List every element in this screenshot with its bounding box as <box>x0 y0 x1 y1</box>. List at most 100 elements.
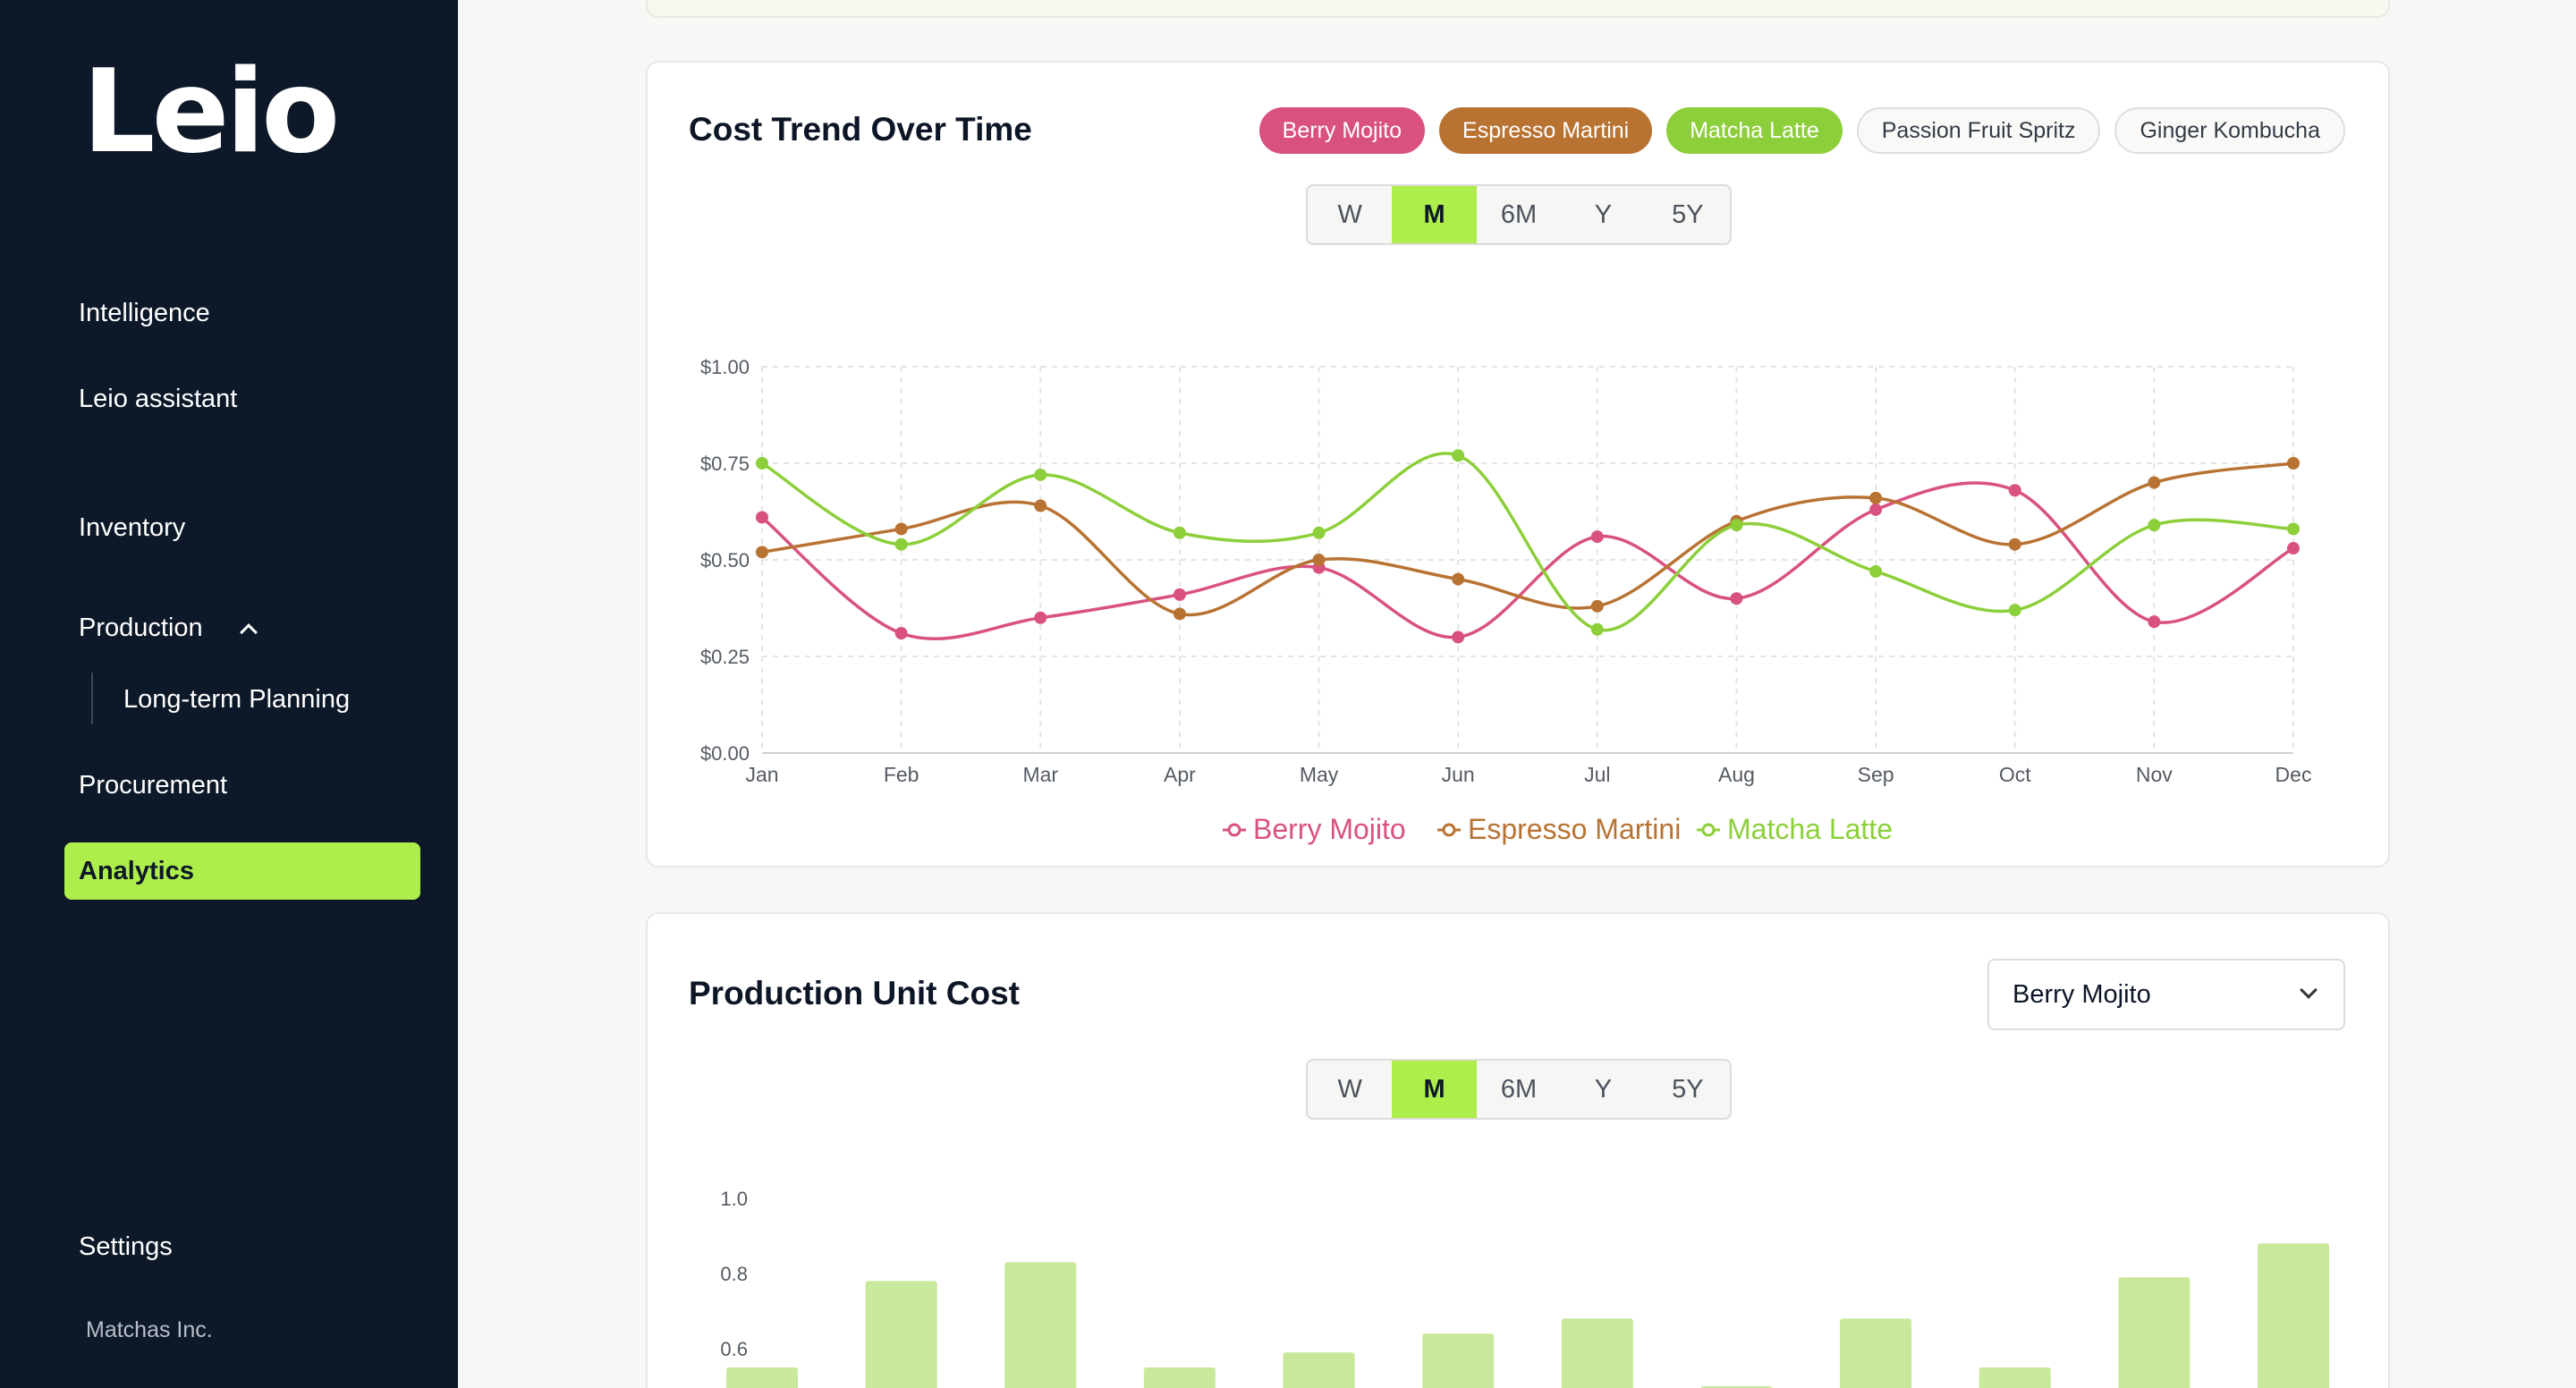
y-tick-label: $1.00 <box>700 356 750 378</box>
company-name: Matchas Inc. <box>86 1317 213 1342</box>
product-select-value: Berry Mojito <box>2012 980 2151 1009</box>
sidebar-item-analytics[interactable]: Analytics <box>64 842 420 900</box>
legend-label: Matcha Latte <box>1727 813 1893 845</box>
sidebar: Leio Intelligence Leio assistant Invento… <box>0 0 458 1388</box>
series-line <box>761 461 2294 617</box>
range-6m[interactable]: 6M <box>1500 200 1538 229</box>
previous-card-edge <box>646 0 2390 18</box>
time-range-selector: W M 6M Y 5Y <box>1306 1059 1732 1120</box>
data-point <box>1034 611 1047 624</box>
leio-logo[interactable]: Leio <box>82 46 340 179</box>
range-y[interactable]: Y <box>1594 200 1613 229</box>
legend-swatch-dot <box>1227 823 1241 837</box>
x-tick-label: Nov <box>2136 763 2173 786</box>
data-point <box>2287 457 2300 470</box>
bar <box>1422 1333 1495 1388</box>
data-point <box>1452 572 1465 586</box>
x-tick-label: Sep <box>1858 763 1894 786</box>
sidebar-item-inventory[interactable]: Inventory <box>79 513 186 542</box>
data-point <box>894 537 908 551</box>
legend-label: Berry Mojito <box>1253 813 1406 845</box>
time-range-selector: W M 6M Y 5Y <box>1306 184 1732 245</box>
sidebar-item-production[interactable]: Production <box>79 610 258 646</box>
data-point <box>1034 468 1047 481</box>
bar <box>1840 1318 1912 1388</box>
pill-matcha-latte[interactable]: Matcha Latte <box>1666 107 1843 154</box>
pill-passion-fruit-spritz[interactable]: Passion Fruit Spritz <box>1856 107 2101 154</box>
bar <box>1283 1352 1355 1388</box>
data-point <box>2287 522 2300 536</box>
data-point <box>1312 526 1326 539</box>
y-tick-label: 0.8 <box>720 1263 748 1285</box>
data-point <box>1869 564 1883 578</box>
pill-berry-mojito[interactable]: Berry Mojito <box>1258 107 1426 154</box>
series-filter-pills: Berry Mojito Espresso Martini Matcha Lat… <box>1258 107 2345 154</box>
data-point <box>1173 526 1186 539</box>
range-y[interactable]: Y <box>1594 1075 1613 1104</box>
data-point <box>1312 554 1326 566</box>
unit-cost-card: Production Unit Cost Berry Mojito W M 6M… <box>646 912 2390 1388</box>
y-tick-label: $0.50 <box>700 549 750 571</box>
bar <box>2258 1243 2329 1388</box>
product-select[interactable]: Berry Mojito <box>1987 959 2345 1030</box>
bar <box>1143 1367 1216 1388</box>
range-w[interactable]: W <box>1337 200 1362 229</box>
x-tick-label: Apr <box>1164 763 1196 786</box>
legend-swatch-dot <box>1701 823 1716 837</box>
data-point <box>756 457 768 470</box>
data-point <box>1173 588 1186 601</box>
x-tick-label: Mar <box>1022 763 1058 786</box>
unit-cost-bar-chart: 1.0 0.8 0.6 <box>720 1188 2329 1388</box>
sidebar-item-intelligence[interactable]: Intelligence <box>79 299 210 327</box>
data-point <box>2148 476 2161 489</box>
data-point <box>1869 491 1883 504</box>
data-point <box>2148 519 2161 532</box>
legend-item: Berry Mojito <box>1223 813 1406 845</box>
x-tick-label: Aug <box>1718 763 1755 786</box>
pill-ginger-kombucha[interactable]: Ginger Kombucha <box>2114 107 2345 154</box>
data-point <box>1452 631 1465 644</box>
y-tick-label: $0.75 <box>700 453 750 475</box>
submenu-divider <box>91 673 93 724</box>
sidebar-item-leio-assistant[interactable]: Leio assistant <box>79 385 238 413</box>
cost-trend-line-chart: $0.00 $0.25 $0.50 $0.75 $1.00 Jan Feb Mar Apr May… <box>700 356 2312 845</box>
unit-cost-title: Production Unit Cost <box>689 975 1020 1011</box>
bar <box>1979 1367 2051 1388</box>
range-m[interactable]: M <box>1392 1061 1477 1118</box>
range-m[interactable]: M <box>1392 186 1477 243</box>
y-tick-label: 1.0 <box>720 1188 748 1210</box>
series-line <box>761 452 2294 632</box>
y-tick-label: $0.25 <box>700 646 750 668</box>
x-tick-label: Dec <box>2275 763 2312 786</box>
x-tick-label: Jul <box>1584 763 1610 786</box>
chevron-up-icon[interactable] <box>239 623 258 641</box>
bar <box>726 1367 798 1388</box>
data-point <box>1730 519 1743 532</box>
data-point <box>1590 622 1604 636</box>
data-point <box>1869 503 1883 516</box>
cost-trend-card: Cost Trend Over Time Berry Mojito Espres… <box>646 61 2390 868</box>
data-point <box>1452 449 1465 462</box>
data-point <box>2287 542 2300 555</box>
legend-item: Espresso Martini <box>1437 813 1681 845</box>
data-point <box>1730 592 1743 605</box>
range-5y[interactable]: 5Y <box>1672 1075 1704 1104</box>
sidebar-item-settings[interactable]: Settings <box>79 1232 173 1261</box>
range-5y[interactable]: 5Y <box>1672 200 1704 229</box>
x-tick-label: Oct <box>1999 763 2031 786</box>
range-6m[interactable]: 6M <box>1500 1075 1538 1104</box>
legend-label: Espresso Martini <box>1468 813 1681 845</box>
sidebar-item-procurement[interactable]: Procurement <box>79 771 228 800</box>
pill-espresso-martini[interactable]: Espresso Martini <box>1439 107 1653 154</box>
data-point <box>894 627 908 640</box>
x-tick-label: Feb <box>884 763 919 786</box>
x-tick-label: May <box>1300 763 1339 786</box>
data-point <box>756 511 768 524</box>
series-line <box>760 481 2294 641</box>
bar <box>1561 1318 1633 1388</box>
data-point <box>1590 530 1604 544</box>
y-tick-label: 0.6 <box>720 1338 748 1360</box>
sidebar-item-long-term-planning[interactable]: Long-term Planning <box>123 685 351 714</box>
range-w[interactable]: W <box>1337 1075 1362 1104</box>
chevron-down-icon <box>2300 981 2318 999</box>
